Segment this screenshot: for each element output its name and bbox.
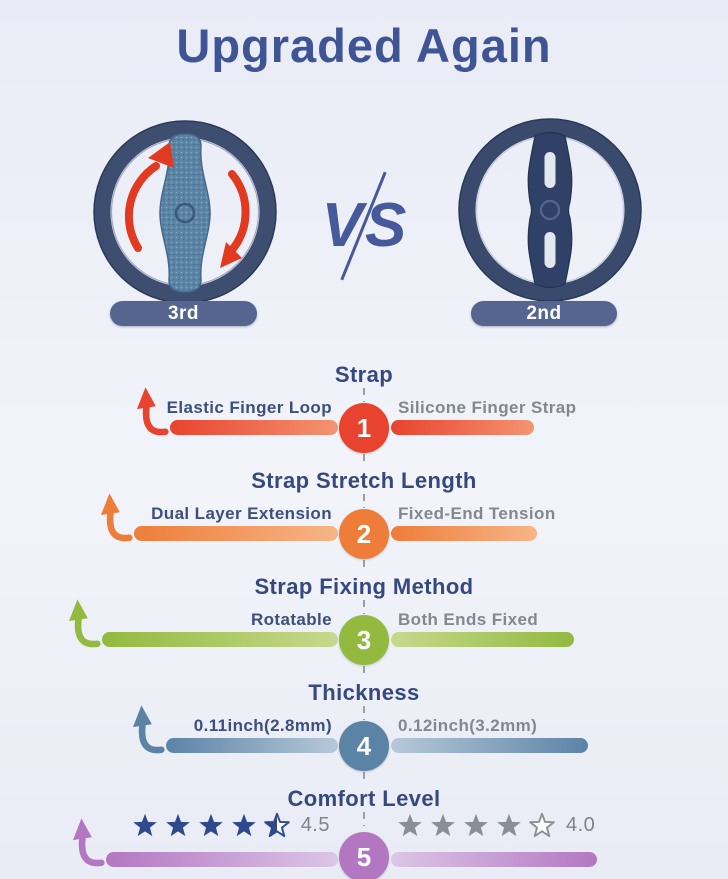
full-star-icon xyxy=(497,813,521,836)
half-star-icon xyxy=(263,812,290,837)
left-feature-bar xyxy=(170,420,338,435)
section-heading: Strap Stretch Length xyxy=(251,468,477,493)
strap-slot xyxy=(544,152,556,188)
section-heading: Comfort Level xyxy=(287,786,441,811)
upgrade-arrow-icon xyxy=(72,818,105,867)
connector-line xyxy=(363,772,365,784)
right-star-rating: 4.0 xyxy=(395,810,595,840)
section-fixing-method: Strap Fixing Method Rotatable Both Ends … xyxy=(0,572,728,678)
full-star-icon xyxy=(431,813,455,836)
strap-slot xyxy=(544,232,556,268)
badge-2nd-gen: 2nd xyxy=(471,301,617,326)
logo-mark xyxy=(539,199,561,221)
full-star-icon xyxy=(231,813,256,836)
silicone-strap xyxy=(527,131,573,289)
section-thickness: Thickness 0.11inch(2.8mm) 0.12inch(3.2mm… xyxy=(0,678,728,784)
right-feature-bar xyxy=(391,632,574,647)
right-feature-label: Fixed-End Tension xyxy=(398,504,556,523)
metal-ring xyxy=(458,118,642,302)
full-star-icon xyxy=(398,813,422,836)
step-number: 4 xyxy=(339,721,389,771)
logo-mark xyxy=(174,202,196,224)
connector-line xyxy=(363,454,365,466)
section-strap: Strap Elastic Finger Loop Silicone Finge… xyxy=(0,360,728,466)
step-number: 3 xyxy=(339,615,389,665)
section-stretch-length: Strap Stretch Length Dual Layer Extensio… xyxy=(0,466,728,572)
section-comfort-level: Comfort Level 4.5 4.0 5 xyxy=(0,784,728,879)
section-heading: Thickness xyxy=(308,680,420,705)
versus-mark: VS xyxy=(300,171,430,281)
left-feature-label: Dual Layer Extension xyxy=(151,504,332,523)
connector-line xyxy=(363,706,365,720)
right-feature-label: Silicone Finger Strap xyxy=(398,398,577,417)
upgrade-arrow-icon xyxy=(136,387,169,436)
connector-line xyxy=(363,494,365,508)
right-feature-label: Both Ends Fixed xyxy=(398,610,539,629)
left-feature-bar xyxy=(166,738,338,753)
left-star-rating: 4.5 xyxy=(130,810,330,840)
step-number: 5 xyxy=(339,832,389,879)
rotation-arrows-icon xyxy=(124,142,250,268)
right-feature-bar xyxy=(391,738,588,753)
right-feature-bar xyxy=(391,420,534,435)
elastic-strap xyxy=(159,133,211,293)
upgrade-arrow-icon xyxy=(132,705,165,754)
connector-line xyxy=(363,388,365,402)
full-star-icon xyxy=(165,813,190,836)
right-feature-bar xyxy=(391,852,597,867)
empty-star-icon xyxy=(529,812,555,837)
left-feature-bar xyxy=(134,526,338,541)
step-number: 2 xyxy=(339,509,389,559)
connector-line xyxy=(363,600,365,614)
product-image-2nd-gen xyxy=(458,118,642,302)
right-feature-bar xyxy=(391,526,537,541)
right-rating-value: 4.0 xyxy=(566,813,596,836)
left-feature-bar xyxy=(106,852,338,867)
product-image-3rd-gen xyxy=(93,120,277,304)
full-star-icon xyxy=(132,813,157,836)
upgrade-arrow-icon xyxy=(100,493,133,542)
metal-ring xyxy=(93,120,277,304)
full-star-icon xyxy=(198,813,223,836)
left-rating-value: 4.5 xyxy=(300,813,330,836)
full-star-icon xyxy=(464,813,488,836)
page-title: Upgraded Again xyxy=(176,19,552,72)
upgrade-arrow-icon xyxy=(68,599,101,648)
connector-line xyxy=(363,666,365,678)
connector-line xyxy=(363,560,365,572)
badge-3rd-gen: 3rd xyxy=(110,301,257,326)
step-number: 1 xyxy=(339,403,389,453)
left-feature-label: Rotatable xyxy=(250,610,332,629)
left-feature-label: Elastic Finger Loop xyxy=(166,398,332,417)
right-feature-label: 0.12inch(3.2mm) xyxy=(398,716,538,735)
section-heading: Strap Fixing Method xyxy=(254,574,474,599)
connector-line xyxy=(363,812,365,826)
left-feature-bar xyxy=(102,632,338,647)
left-feature-label: 0.11inch(2.8mm) xyxy=(193,716,332,735)
section-heading: Strap xyxy=(334,362,394,387)
